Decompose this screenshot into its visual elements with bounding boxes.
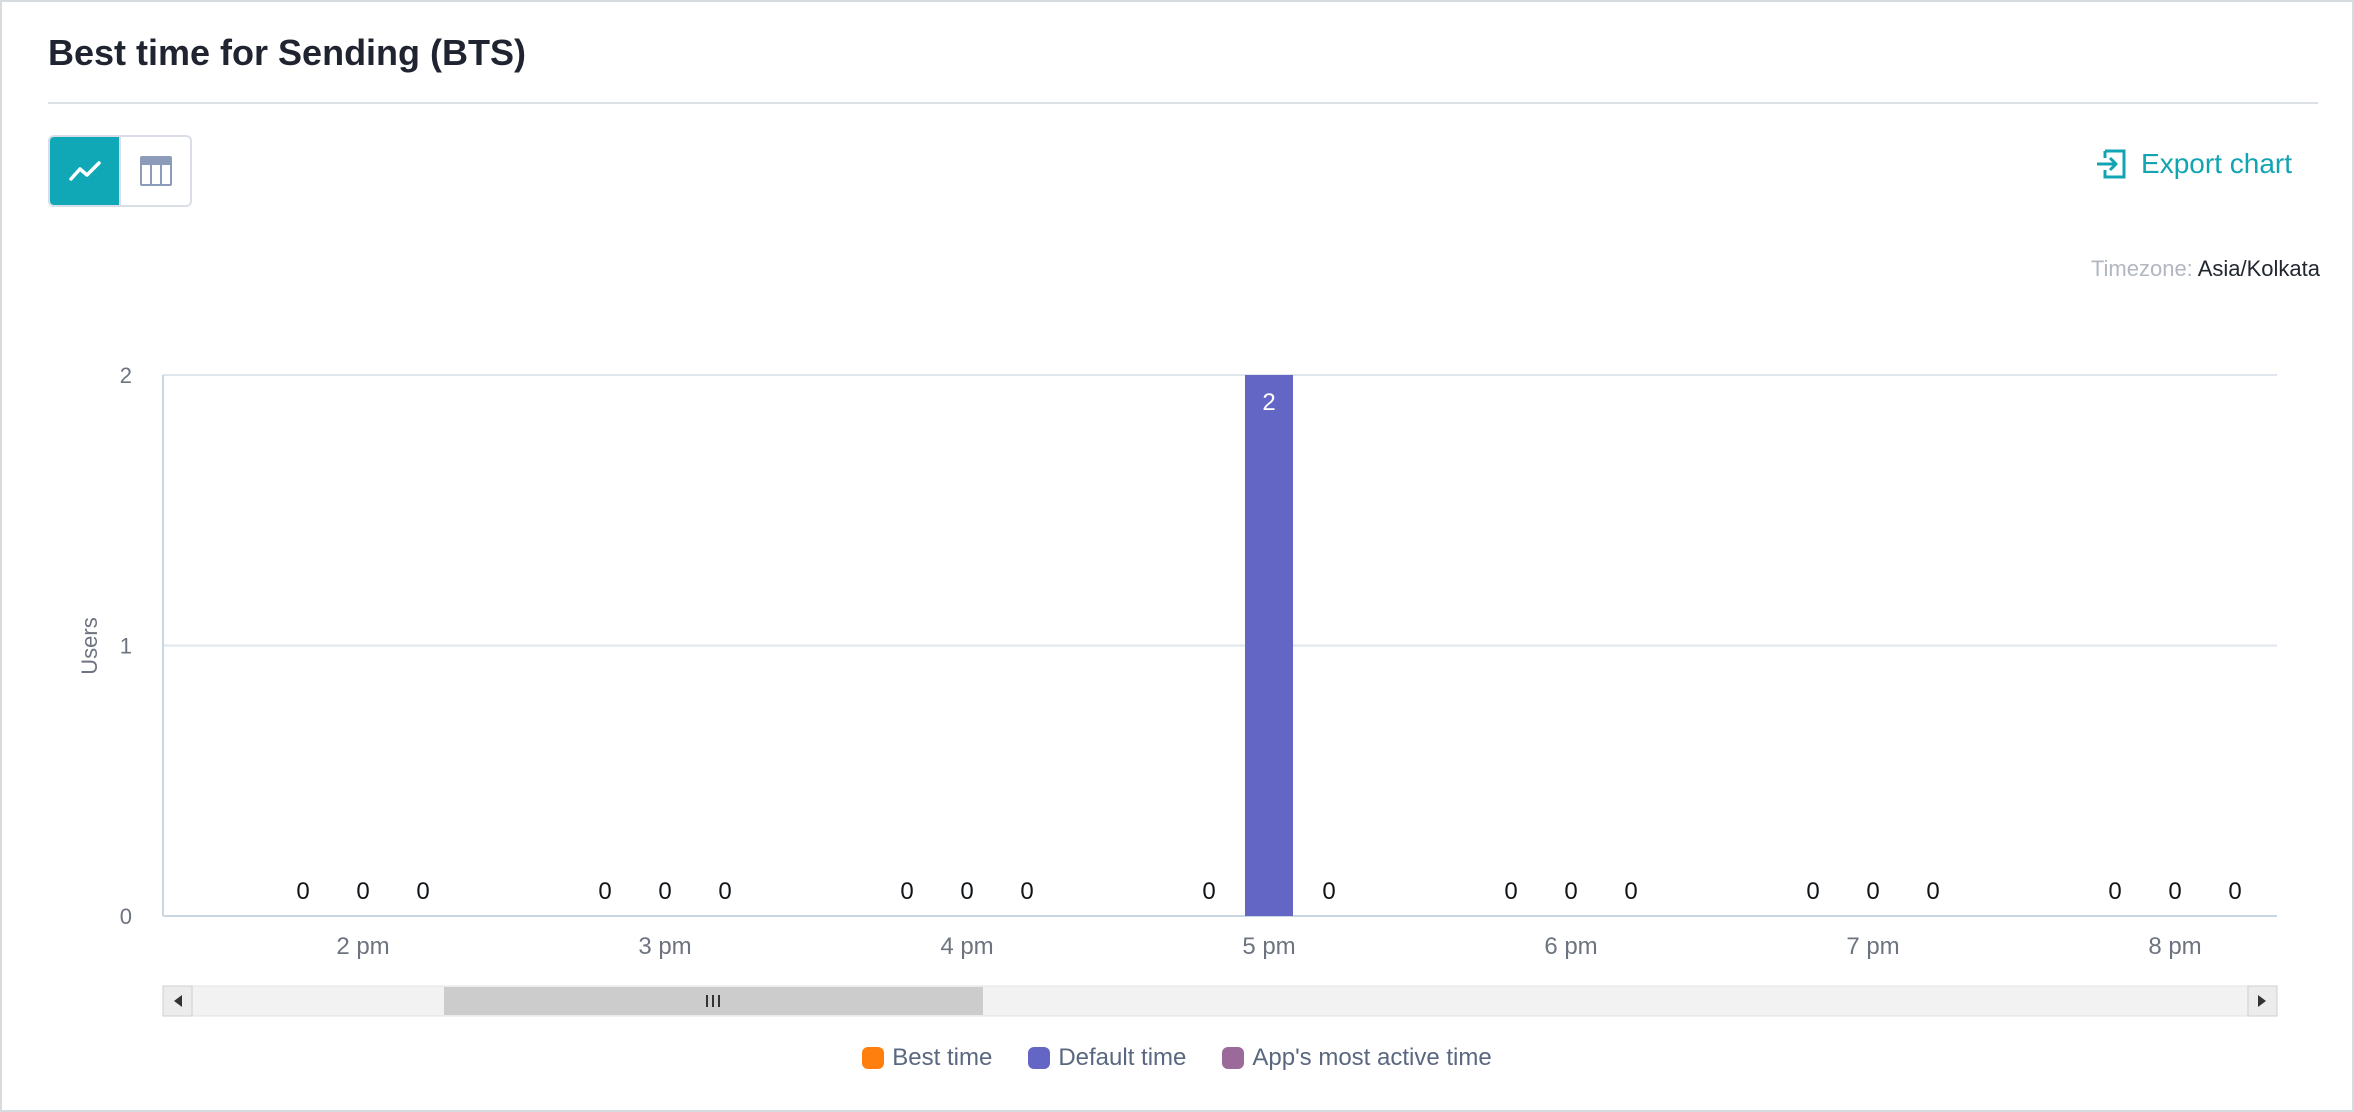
legend-swatch	[1028, 1047, 1051, 1069]
legend-label: Best time	[892, 1044, 993, 1071]
data-label: 0	[1806, 878, 1819, 905]
data-label: 0	[296, 878, 309, 905]
data-label: 0	[658, 878, 671, 905]
data-label: 0	[1020, 878, 1033, 905]
data-label: 0	[1202, 878, 1215, 905]
data-label: 0	[1504, 878, 1517, 905]
data-label: 0	[416, 878, 429, 905]
x-tick-label: 7 pm	[1846, 933, 1899, 960]
export-chart-label: Export chart	[2141, 148, 2292, 179]
scroll-right-icon	[2258, 995, 2266, 1007]
x-tick-label: 3 pm	[638, 933, 691, 960]
page-title: Best time for Sending (BTS)	[48, 32, 527, 73]
legend-item[interactable]: Best time	[862, 1044, 992, 1072]
bts-chart: 0 1 2 Users 0 0 0 0 0 0 0 0 0 0 2 0 0 0 0 0 0 0 0 0 0 2 pm 3 pm…	[77, 363, 2278, 1017]
data-label: 0	[2168, 878, 2181, 905]
legend-item[interactable]: App's most active time	[1222, 1044, 1492, 1072]
table-view-button[interactable]	[119, 137, 190, 205]
y-axis-ticks: 0 1 2	[120, 363, 132, 929]
bar[interactable]	[1245, 375, 1293, 916]
table-icon	[139, 156, 172, 186]
data-label: 2	[1262, 389, 1275, 416]
line-chart-icon	[68, 161, 101, 181]
timezone-value: Asia/Kolkata	[2197, 256, 2320, 281]
data-label: 0	[598, 878, 611, 905]
x-tick-label: 2 pm	[336, 933, 389, 960]
data-label: 0	[1866, 878, 1879, 905]
view-toggle	[48, 135, 192, 207]
title-divider	[48, 102, 2318, 104]
data-label: 0	[1624, 878, 1637, 905]
y-tick-label: 2	[120, 363, 132, 388]
y-tick-label: 0	[120, 904, 132, 929]
chart-scrollbar[interactable]	[162, 985, 2278, 1017]
legend-swatch	[862, 1047, 885, 1069]
x-tick-label: 5 pm	[1242, 933, 1295, 960]
data-label: 0	[960, 878, 973, 905]
data-label: 0	[356, 878, 369, 905]
data-label: 0	[2228, 878, 2241, 905]
x-tick-label: 4 pm	[940, 933, 993, 960]
bars	[1245, 375, 1293, 916]
timezone-label: Timezone:	[2090, 256, 2193, 281]
x-tick-label: 8 pm	[2148, 933, 2201, 960]
data-labels: 0 0 0 0 0 0 0 0 0 0 2 0 0 0 0 0 0 0 0 0 0	[296, 389, 2241, 905]
export-chart-button[interactable]: Export chart	[2095, 148, 2292, 180]
data-label: 0	[718, 878, 731, 905]
data-label: 0	[2108, 878, 2121, 905]
legend-label: Default time	[1058, 1044, 1187, 1071]
legend-item[interactable]: Default time	[1028, 1044, 1186, 1072]
scroll-left-icon	[174, 995, 182, 1007]
chart-view-button[interactable]	[50, 137, 119, 205]
data-label: 0	[1564, 878, 1577, 905]
grid-lines	[162, 374, 2277, 917]
y-axis-label: Users	[77, 617, 102, 674]
timezone-info: Timezone: Asia/Kolkata	[2091, 256, 2320, 282]
x-tick-label: 6 pm	[1544, 933, 1597, 960]
data-label: 0	[900, 878, 913, 905]
legend-label: App's most active time	[1252, 1044, 1492, 1071]
chart-legend: Best time Default time App's most active t…	[0, 1044, 2354, 1072]
x-axis-ticks: 2 pm 3 pm 4 pm 5 pm 6 pm 7 pm 8 pm	[336, 933, 2201, 960]
data-label: 0	[1322, 878, 1335, 905]
y-tick-label: 1	[120, 634, 132, 659]
legend-swatch	[1222, 1047, 1245, 1069]
export-icon	[2097, 149, 2126, 179]
data-label: 0	[1926, 878, 1939, 905]
